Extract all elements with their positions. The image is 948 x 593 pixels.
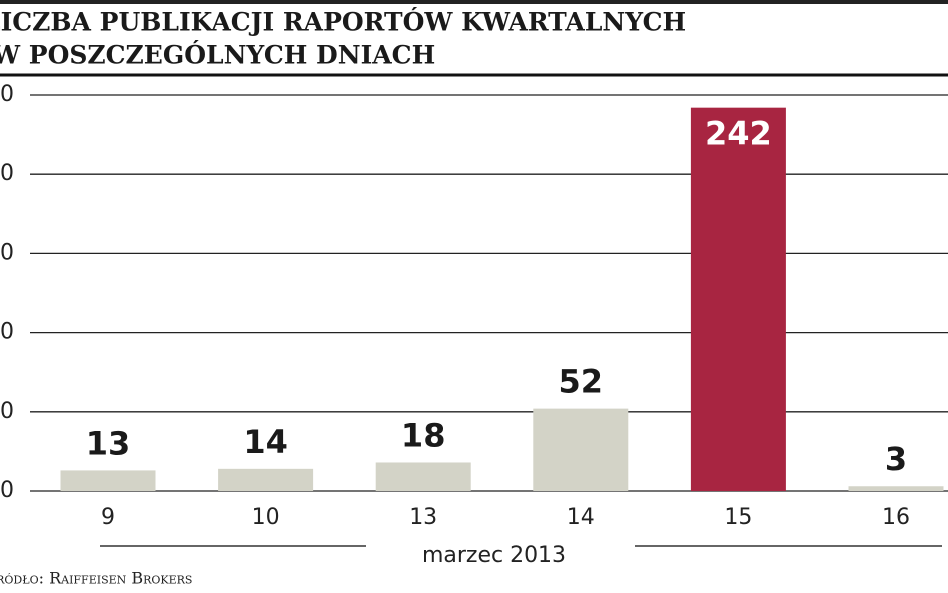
x-tick-label: 13 xyxy=(409,505,437,530)
x-tick-label: 9 xyxy=(101,505,115,530)
bar xyxy=(690,107,786,491)
y-tick-label: 50 xyxy=(0,399,14,424)
y-tick-label: 0 xyxy=(0,478,14,503)
value-label: 18 xyxy=(401,416,446,454)
bar xyxy=(60,470,156,491)
bar xyxy=(848,486,944,491)
chart-subtitle: W POSZCZEGÓLNYCH DNIACH xyxy=(0,41,435,70)
bar xyxy=(375,462,471,491)
chart-title: LICZBA PUBLIKACJI RAPORTÓW KWARTALNYCH xyxy=(0,8,686,37)
source: Źródło: Raiffeisen Brokers xyxy=(0,568,192,588)
bar xyxy=(218,468,314,491)
value-label: 13 xyxy=(86,424,131,462)
x-axis-label: marzec 2013 xyxy=(422,543,566,568)
y-tick-label: 200 xyxy=(0,161,14,186)
x-tick-label: 14 xyxy=(567,505,595,530)
value-label: 52 xyxy=(559,363,604,401)
x-tick-label: 10 xyxy=(252,505,280,530)
x-tick-label: 16 xyxy=(882,505,910,530)
y-tick-label: 150 xyxy=(0,240,14,265)
y-tick-label: 100 xyxy=(0,320,14,345)
bar xyxy=(533,408,629,491)
x-tick-label: 15 xyxy=(724,505,752,530)
value-label: 3 xyxy=(885,440,907,478)
value-label: 14 xyxy=(243,423,288,461)
value-label: 242 xyxy=(705,115,772,153)
y-tick-label: 250 xyxy=(0,82,14,107)
